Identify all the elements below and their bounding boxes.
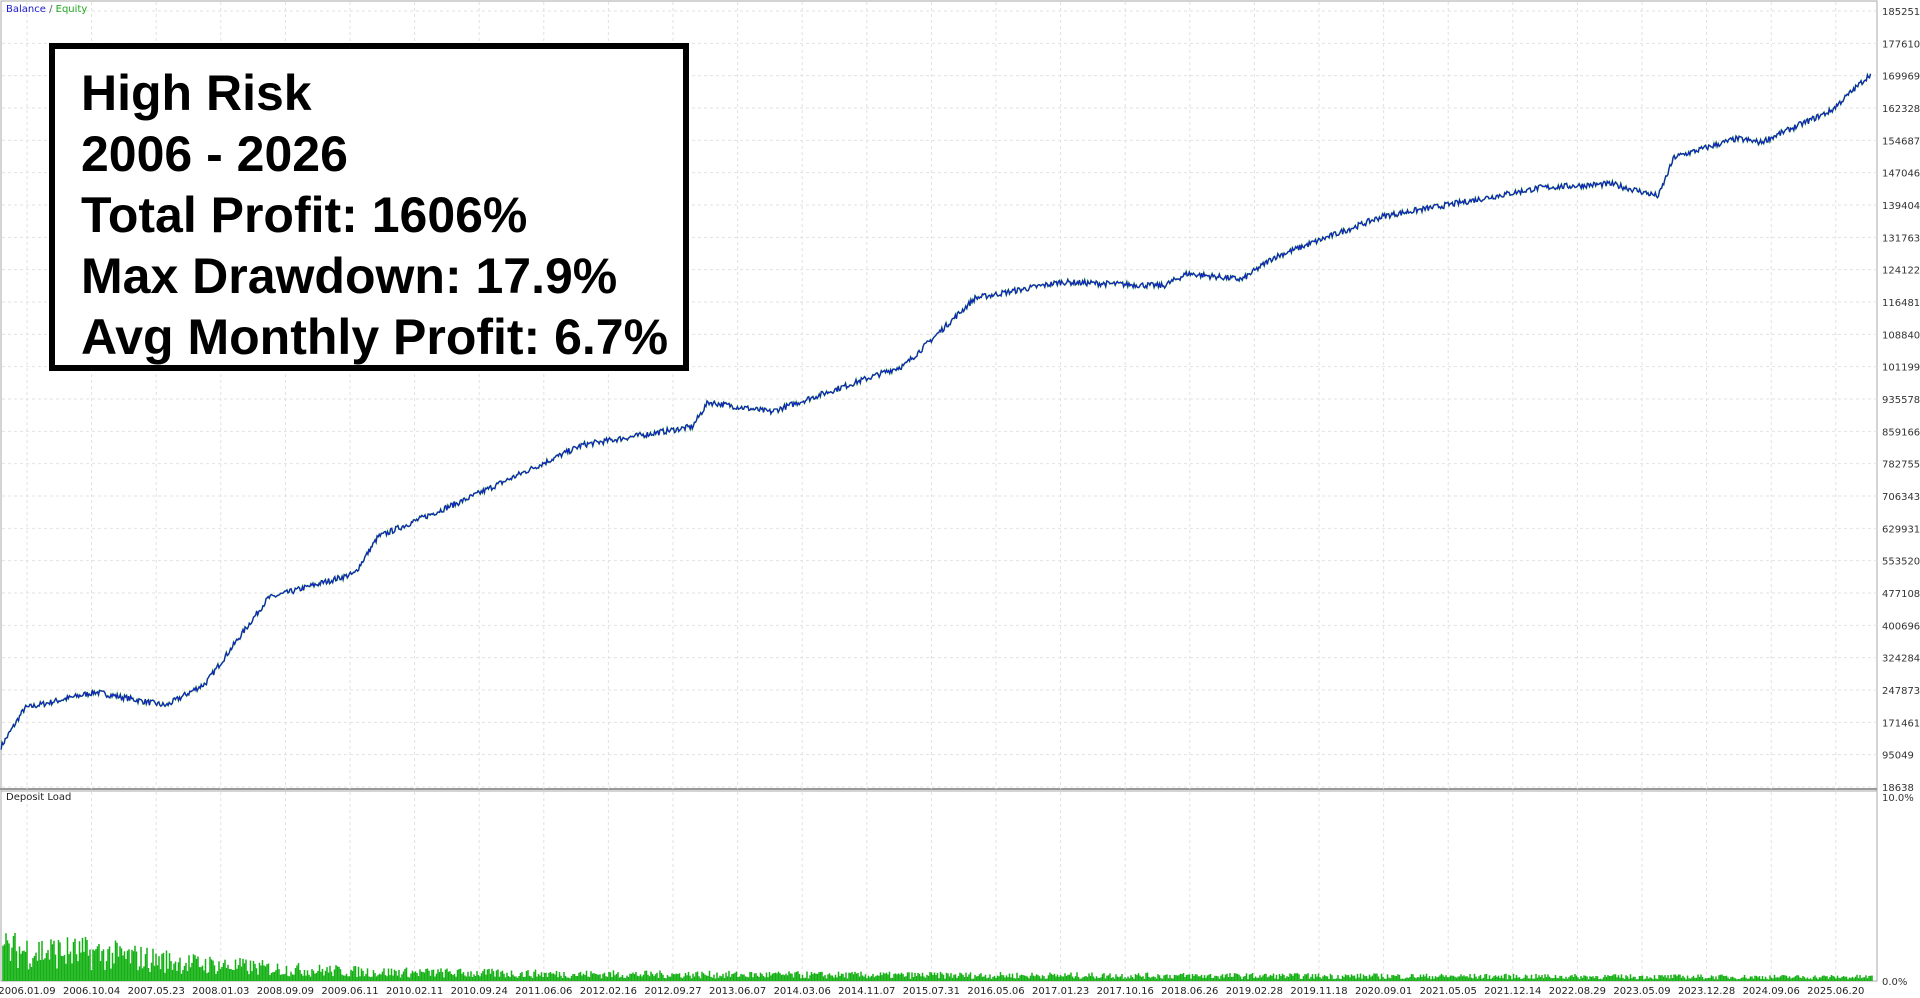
y-tick-label: 1164813 — [1882, 298, 1920, 309]
x-tick-label: 2024.09.06 — [1743, 986, 1800, 997]
y-tick-label: 95049 — [1882, 751, 1914, 762]
y-tick-label: 706343 — [1882, 492, 1920, 503]
y-tick-label: 1241225 — [1882, 266, 1920, 277]
x-tick-label: 2017.01.23 — [1032, 986, 1089, 997]
x-tick-label: 2018.06.26 — [1161, 986, 1218, 997]
total-profit: Total Profit: 1606% — [81, 187, 528, 243]
x-tick-label: 2008.09.09 — [257, 986, 314, 997]
y-tick-label: 477108 — [1882, 589, 1920, 600]
x-tick-label: 2020.09.01 — [1355, 986, 1412, 997]
x-tick-label: 2008.01.03 — [192, 986, 249, 997]
y-tick-label: 1317637 — [1882, 233, 1920, 244]
x-tick-label: 2007.05.23 — [128, 986, 185, 997]
y-tick-label: 1011990 — [1882, 363, 1920, 374]
max-drawdown: Max Drawdown: 17.9% — [81, 248, 618, 304]
y-tick-label: 18638 — [1882, 783, 1914, 794]
x-tick-label: 2023.12.28 — [1678, 986, 1735, 997]
x-tick-label: 2012.02.16 — [580, 986, 637, 997]
x-tick-label: 2011.06.06 — [515, 986, 572, 997]
x-tick-label: 2006.10.04 — [63, 986, 120, 997]
x-tick-label: 2019.02.28 — [1226, 986, 1283, 997]
y-tick-label: 782755 — [1882, 460, 1920, 471]
chart-legend: Balance / Equity — [6, 4, 88, 15]
period-label: 2006 - 2026 — [81, 126, 348, 182]
y-tick-label: 1623283 — [1882, 104, 1920, 115]
y-tick-label: 1088402 — [1882, 330, 1920, 341]
avg-monthly-profit: Avg Monthly Profit: 6.7% — [81, 309, 669, 365]
x-tick-label: 2023.05.09 — [1613, 986, 1670, 997]
x-tick-label: 2015.07.31 — [903, 986, 960, 997]
deposit-panel-frame — [0, 790, 1878, 982]
y-tick-label: 1394048 — [1882, 201, 1920, 212]
x-tick-label: 2021.05.05 — [1420, 986, 1477, 997]
risk-label: High Risk — [81, 65, 312, 121]
y-tick-label: 1699695 — [1882, 72, 1920, 83]
deposit-y-tick-label: 10.0% — [1882, 793, 1914, 804]
deposit-y-tick-label: 0.0% — [1882, 977, 1907, 988]
stats-overlay: High Risk 2006 - 2026 Total Profit: 1606… — [49, 43, 689, 371]
x-tick-label: 2016.05.06 — [967, 986, 1024, 997]
x-tick-label: 2014.11.07 — [838, 986, 895, 997]
x-tick-label: 2009.06.11 — [321, 986, 378, 997]
x-tick-label: 2006.01.09 — [0, 986, 56, 997]
x-tick-label: 2025.06.20 — [1807, 986, 1864, 997]
y-tick-label: 859166 — [1882, 427, 1920, 438]
y-tick-label: 629931 — [1882, 524, 1920, 535]
y-tick-label: 171461 — [1882, 718, 1920, 729]
y-tick-label: 324284 — [1882, 654, 1920, 665]
y-tick-label: 1546872 — [1882, 136, 1920, 147]
x-tick-label: 2010.09.24 — [451, 986, 508, 997]
x-tick-label: 2021.12.14 — [1484, 986, 1541, 997]
x-tick-label: 2013.06.07 — [709, 986, 766, 997]
legend-balance: Balance — [6, 4, 46, 15]
y-tick-label: 400696 — [1882, 621, 1920, 632]
x-tick-label: 2022.08.29 — [1549, 986, 1606, 997]
y-tick-label: 1776107 — [1882, 39, 1920, 50]
x-tick-label: 2012.09.27 — [644, 986, 701, 997]
x-tick-label: 2017.10.16 — [1097, 986, 1154, 997]
deposit-load-title: Deposit Load — [6, 792, 72, 803]
y-tick-label: 553520 — [1882, 557, 1920, 568]
y-tick-label: 935578 — [1882, 395, 1920, 406]
x-tick-label: 2014.03.06 — [774, 986, 831, 997]
y-tick-label: 1470460 — [1882, 169, 1920, 180]
legend-equity: Equity — [55, 4, 88, 15]
x-tick-label: 2010.02.11 — [386, 986, 443, 997]
y-tick-label: 1852519 — [1882, 7, 1920, 18]
balance-line — [0, 72, 1872, 750]
x-tick-label: 2019.11.18 — [1290, 986, 1347, 997]
y-tick-label: 247873 — [1882, 686, 1920, 697]
